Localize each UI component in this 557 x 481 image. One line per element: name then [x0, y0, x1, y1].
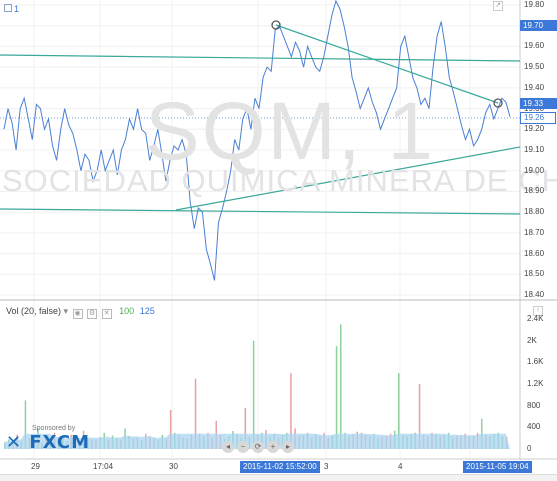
interval-label[interactable]: 1: [4, 4, 19, 14]
price-tick-label: 19.80: [524, 0, 545, 9]
status-bar: [0, 474, 557, 481]
volume-legend[interactable]: Vol (20, false) ▾ ◉ ⚙ ✕ 100 125: [6, 306, 155, 319]
price-tick-label: 18.70: [524, 227, 545, 237]
volume-bar: [24, 400, 27, 450]
volume-value-2: 125: [139, 306, 155, 316]
volume-tick-label: 0: [527, 444, 532, 453]
volume-tick-label: 2K: [527, 335, 537, 345]
time-label-3: 3: [324, 462, 329, 471]
volume-bar: [340, 324, 342, 449]
price-tick-label: 19.20: [524, 124, 545, 134]
price-tick-label: 19.10: [524, 145, 545, 154]
trendline-handle-start[interactable]: [271, 20, 281, 30]
time-label-1704: 17:04: [93, 462, 114, 471]
volume-bar: [194, 378, 197, 449]
volume-tick-label: 1.2K: [527, 379, 544, 388]
sponsor-caption: Sponsored by: [32, 425, 76, 432]
square-icon: [4, 4, 12, 12]
trendline-support[interactable]: [175, 146, 521, 211]
fxcm-logo: ✕ FXCM: [6, 432, 91, 453]
eye-icon[interactable]: ◉: [72, 309, 83, 319]
volume-tick-label: 800: [527, 400, 541, 410]
time-label-30: 30: [169, 462, 178, 471]
time-label-4: 4: [398, 462, 403, 471]
price-tag-last: 19.33: [520, 98, 557, 109]
volume-tick-label: 400: [527, 422, 541, 432]
zoom-controls[interactable]: ◂ − ⟳ + ▸: [222, 436, 297, 453]
volume-bar: [418, 384, 421, 449]
settings-icon[interactable]: ⚙: [87, 309, 98, 319]
volume-bar: [169, 410, 172, 449]
maximize-icon[interactable]: ↗: [493, 1, 503, 11]
volume-tick-label: 1.6K: [527, 357, 544, 367]
trendline-handle-end[interactable]: [493, 98, 503, 108]
volume-bar: [335, 346, 338, 449]
price-tick-label: 18.60: [524, 248, 545, 258]
time-end-tag: 2015-11-05 19:04: [463, 461, 532, 473]
zoom-in-icon[interactable]: +: [267, 441, 279, 453]
price-tick-label: 18.80: [524, 207, 545, 217]
zoom-out-icon[interactable]: −: [237, 441, 249, 453]
reset-icon[interactable]: ⟳: [252, 441, 264, 453]
price-tick-label: 18.90: [524, 186, 545, 196]
close-icon[interactable]: ✕: [101, 309, 112, 319]
sponsor-badge[interactable]: Sponsored by ✕ FXCM: [6, 425, 90, 453]
price-tick-label: 18.40: [524, 290, 545, 299]
time-cursor-tag: 2015-11-02 15:52:00: [240, 461, 320, 473]
price-tick-label: 19.40: [524, 82, 545, 92]
chevron-down-icon[interactable]: ▾: [63, 306, 69, 316]
time-label-29: 29: [31, 462, 40, 471]
trendline-resistance[interactable]: [275, 24, 499, 104]
volume-tick-label: 2.4K: [527, 314, 544, 323]
scroll-left-icon[interactable]: ◂: [222, 441, 234, 453]
volume-study-label[interactable]: Vol (20, false): [6, 306, 62, 316]
volume-bar: [398, 373, 400, 449]
trendline-upper-horizontal[interactable]: [0, 54, 521, 62]
price-tick-label: 18.50: [524, 269, 545, 279]
pane-maximize-icon[interactable]: ↑: [533, 306, 543, 316]
price-tag-last-secondary: 19.26: [520, 112, 556, 124]
price-tick-label: 19.50: [524, 62, 545, 72]
price-grid: [0, 0, 520, 459]
price-tick-label: 19.60: [524, 41, 545, 51]
price-tick-label: 19.00: [524, 165, 545, 175]
scroll-right-icon[interactable]: ▸: [282, 441, 294, 453]
trendline-lower-horizontal[interactable]: [0, 208, 521, 215]
volume-value-1: 100: [119, 306, 135, 316]
volume-bar: [252, 340, 255, 449]
price-line: [3, 0, 511, 281]
price-tag-drawing: 19.70: [520, 20, 557, 31]
volume-bar: [290, 373, 292, 449]
volume-bar: [244, 407, 247, 449]
